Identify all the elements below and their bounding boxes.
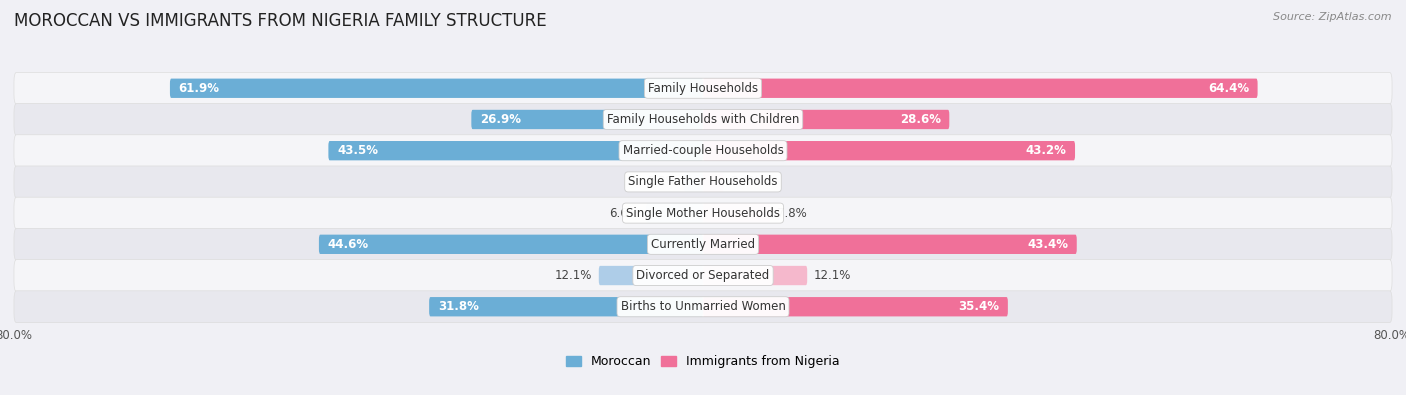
Text: Currently Married: Currently Married bbox=[651, 238, 755, 251]
FancyBboxPatch shape bbox=[599, 266, 703, 285]
Text: Single Father Households: Single Father Households bbox=[628, 175, 778, 188]
FancyBboxPatch shape bbox=[703, 203, 770, 223]
Text: 44.6%: 44.6% bbox=[328, 238, 368, 251]
FancyBboxPatch shape bbox=[14, 166, 1392, 198]
FancyBboxPatch shape bbox=[703, 79, 1257, 98]
FancyBboxPatch shape bbox=[703, 235, 1077, 254]
Text: MOROCCAN VS IMMIGRANTS FROM NIGERIA FAMILY STRUCTURE: MOROCCAN VS IMMIGRANTS FROM NIGERIA FAMI… bbox=[14, 12, 547, 30]
Text: 2.2%: 2.2% bbox=[647, 175, 678, 188]
Text: 64.4%: 64.4% bbox=[1208, 82, 1249, 95]
Text: Married-couple Households: Married-couple Households bbox=[623, 144, 783, 157]
Text: 61.9%: 61.9% bbox=[179, 82, 219, 95]
FancyBboxPatch shape bbox=[170, 79, 703, 98]
FancyBboxPatch shape bbox=[703, 110, 949, 129]
FancyBboxPatch shape bbox=[14, 72, 1392, 104]
FancyBboxPatch shape bbox=[703, 172, 724, 192]
FancyBboxPatch shape bbox=[647, 203, 703, 223]
FancyBboxPatch shape bbox=[319, 235, 703, 254]
FancyBboxPatch shape bbox=[471, 110, 703, 129]
Text: 43.4%: 43.4% bbox=[1028, 238, 1069, 251]
Text: 35.4%: 35.4% bbox=[959, 300, 1000, 313]
Text: 28.6%: 28.6% bbox=[900, 113, 941, 126]
Text: Single Mother Households: Single Mother Households bbox=[626, 207, 780, 220]
Text: 12.1%: 12.1% bbox=[554, 269, 592, 282]
Text: 6.6%: 6.6% bbox=[609, 207, 640, 220]
Text: 7.8%: 7.8% bbox=[778, 207, 807, 220]
Text: 31.8%: 31.8% bbox=[437, 300, 478, 313]
Text: 43.2%: 43.2% bbox=[1025, 144, 1066, 157]
FancyBboxPatch shape bbox=[14, 228, 1392, 260]
Text: 12.1%: 12.1% bbox=[814, 269, 852, 282]
FancyBboxPatch shape bbox=[14, 135, 1392, 167]
Legend: Moroccan, Immigrants from Nigeria: Moroccan, Immigrants from Nigeria bbox=[561, 350, 845, 373]
Text: Births to Unmarried Women: Births to Unmarried Women bbox=[620, 300, 786, 313]
Text: 43.5%: 43.5% bbox=[337, 144, 378, 157]
FancyBboxPatch shape bbox=[14, 103, 1392, 135]
FancyBboxPatch shape bbox=[703, 297, 1008, 316]
FancyBboxPatch shape bbox=[14, 197, 1392, 229]
FancyBboxPatch shape bbox=[685, 172, 703, 192]
Text: Divorced or Separated: Divorced or Separated bbox=[637, 269, 769, 282]
Text: 26.9%: 26.9% bbox=[479, 113, 522, 126]
FancyBboxPatch shape bbox=[703, 141, 1076, 160]
FancyBboxPatch shape bbox=[14, 260, 1392, 292]
FancyBboxPatch shape bbox=[14, 291, 1392, 323]
Text: 2.4%: 2.4% bbox=[731, 175, 761, 188]
FancyBboxPatch shape bbox=[429, 297, 703, 316]
FancyBboxPatch shape bbox=[703, 266, 807, 285]
Text: Family Households: Family Households bbox=[648, 82, 758, 95]
FancyBboxPatch shape bbox=[329, 141, 703, 160]
Text: Source: ZipAtlas.com: Source: ZipAtlas.com bbox=[1274, 12, 1392, 22]
Text: Family Households with Children: Family Households with Children bbox=[607, 113, 799, 126]
